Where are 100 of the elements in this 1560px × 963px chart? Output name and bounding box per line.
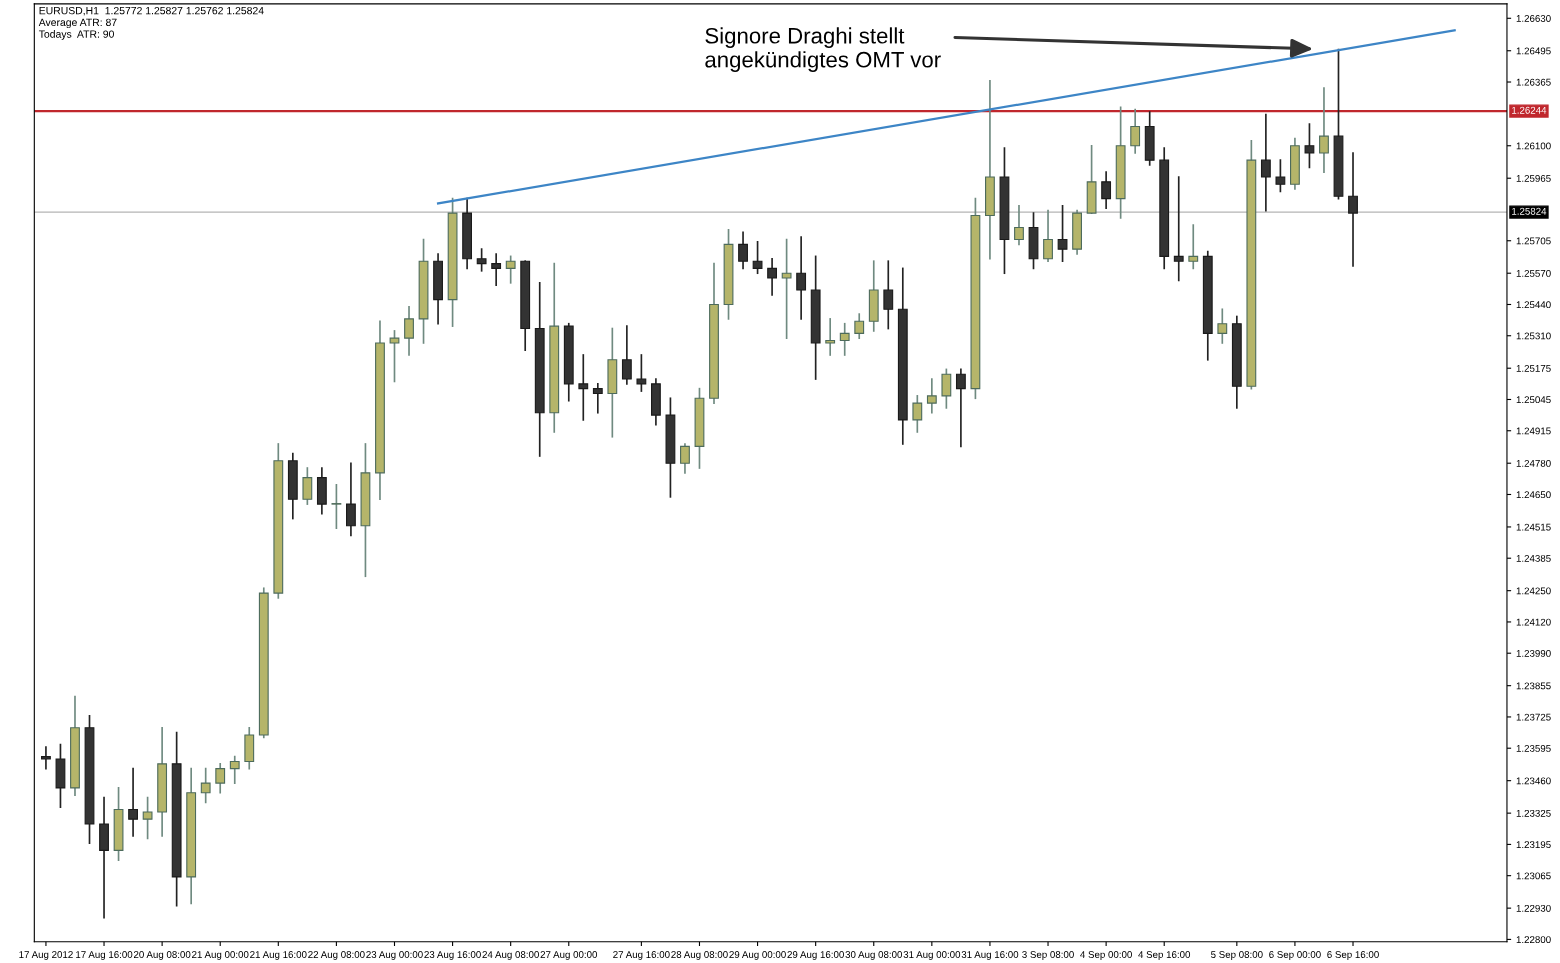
candlestick: [752, 241, 763, 275]
candlestick: [738, 231, 748, 270]
candlestick: [767, 257, 778, 296]
x-tick-label: 4 Sep 16:00: [1138, 951, 1191, 960]
candlestick: [331, 484, 342, 529]
candlestick: [1057, 205, 1068, 263]
y-tick-label: 1.24915: [1516, 427, 1551, 435]
y-tick-label: 1.23595: [1516, 744, 1551, 752]
candlestick: [476, 248, 487, 272]
candlestick: [781, 238, 792, 339]
candlestick: [1319, 87, 1329, 174]
x-tick-label: 17 Aug 2012: [19, 951, 73, 960]
annotation: Signore Draghi stellt angekündigtes OMT vor: [705, 27, 941, 72]
y-tick-label: 1.24250: [1516, 587, 1551, 595]
y-tick-label: 1.23990: [1516, 649, 1551, 657]
x-tick-label: 6 Sep 00:00: [1269, 951, 1321, 960]
x-tick-label: 30 Aug 08:00: [845, 951, 903, 960]
candlestick: [1275, 159, 1286, 193]
candlestick: [825, 318, 836, 356]
y-tick-label: 1.26100: [1516, 142, 1551, 150]
x-tick-label: 21 Aug 16:00: [250, 951, 307, 960]
candlestick: [142, 796, 153, 840]
y-tick-label: 1.25570: [1516, 269, 1551, 277]
y-tick-label: 1.22930: [1516, 904, 1551, 912]
x-tick-label: 29 Aug 00:00: [729, 951, 786, 960]
y-tick-label: 1.24515: [1516, 523, 1551, 531]
candlestick: [1304, 123, 1315, 169]
y-tick-label: 1.22800: [1516, 936, 1551, 944]
candlestick: [404, 306, 414, 356]
y-tick-label: 1.26365: [1516, 78, 1551, 86]
x-tick-label: 20 Aug 08:00: [133, 951, 191, 960]
x-tick-label: 28 Aug 08:00: [671, 951, 728, 960]
x-tick-label: 24 Aug 08:00: [482, 951, 539, 960]
candlestick: [1101, 171, 1112, 210]
y-tick-label: 1.25965: [1516, 174, 1551, 182]
x-tick-label: 21 Aug 00:00: [192, 951, 249, 960]
y-tick-label: 1.25705: [1516, 237, 1551, 245]
candlestick: [926, 378, 937, 414]
y-tick-label: 1.24385: [1516, 554, 1551, 562]
candlestick: [389, 330, 400, 383]
ref-line-label: 1.26244: [1512, 106, 1547, 114]
x-tick-label: 31 Aug 00:00: [903, 951, 961, 960]
y-tick-label: 1.24780: [1516, 459, 1551, 467]
candlestick: [229, 755, 240, 784]
y-tick-label: 1.23325: [1516, 809, 1551, 817]
x-tick-label: 27 Aug 16:00: [613, 951, 670, 960]
y-tick-label: 1.25440: [1516, 301, 1551, 309]
candlestick: [200, 767, 211, 804]
candlestick: [636, 354, 647, 392]
candlestick: [1043, 209, 1053, 263]
candlestick: [1130, 108, 1141, 154]
ref-line-label: 1.25824: [1512, 207, 1547, 215]
candlestick: [883, 260, 894, 330]
candlestick: [302, 467, 313, 505]
y-tick-label: 1.24650: [1516, 491, 1551, 499]
candlestick: [796, 236, 807, 320]
x-tick-label: 22 Aug 08:00: [308, 951, 365, 960]
candlestick: [41, 746, 51, 770]
candlestick: [912, 395, 923, 433]
y-tick-label: 1.26630: [1516, 15, 1551, 22]
y-tick-label: 1.23065: [1516, 872, 1551, 880]
candlestick: [955, 368, 966, 448]
x-tick-label: 23 Aug 00:00: [366, 951, 423, 960]
candlestick: [621, 325, 632, 385]
candlestick: [941, 368, 952, 409]
candlestick: [346, 462, 356, 537]
x-tick-label: 6 Sep 16:00: [1327, 951, 1379, 960]
x-tick-label: 27 Aug 00:00: [540, 951, 598, 960]
annotation: Todays ATR: 90: [38, 30, 114, 40]
y-tick-label: 1.23725: [1516, 713, 1551, 721]
x-tick-label: 23 Aug 16:00: [424, 951, 481, 960]
candlestick: [491, 253, 502, 287]
x-tick-label: 3 Sep 08:00: [1022, 951, 1074, 960]
candlestick: [854, 313, 865, 339]
y-tick-label: 1.24120: [1516, 618, 1551, 626]
candlestick: [215, 763, 226, 794]
candlestick: [128, 767, 138, 837]
y-tick-label: 1.25175: [1516, 364, 1551, 372]
y-tick-label: 1.25045: [1516, 396, 1551, 404]
candlestick: [1348, 152, 1358, 267]
annotation: Average ATR: 87: [38, 18, 117, 29]
x-tick-label: 5 Sep 08:00: [1211, 951, 1263, 960]
y-tick-label: 1.26495: [1516, 47, 1551, 55]
x-tick-label: 4 Sep 00:00: [1080, 951, 1132, 960]
candlestick: [505, 255, 516, 284]
candlestick: [1217, 308, 1228, 344]
x-tick-label: 31 Aug 16:00: [961, 951, 1019, 960]
candlestick: [1188, 224, 1199, 270]
candlestick: [1260, 113, 1271, 212]
x-tick-label: 29 Aug 16:00: [787, 951, 844, 960]
candlestick: [839, 322, 850, 356]
candlestick: [592, 383, 603, 414]
y-tick-label: 1.23460: [1516, 777, 1551, 785]
candlestick: [1014, 205, 1024, 246]
candlestick: [578, 354, 589, 421]
y-tick-label: 1.23855: [1516, 682, 1551, 690]
chart-title: EURUSD,H1 1.25772 1.25827 1.25762 1.25824: [39, 6, 264, 16]
candlestick: [1173, 176, 1184, 282]
candlestick: [680, 443, 690, 474]
x-tick-label: 17 Aug 16:00: [76, 951, 133, 960]
